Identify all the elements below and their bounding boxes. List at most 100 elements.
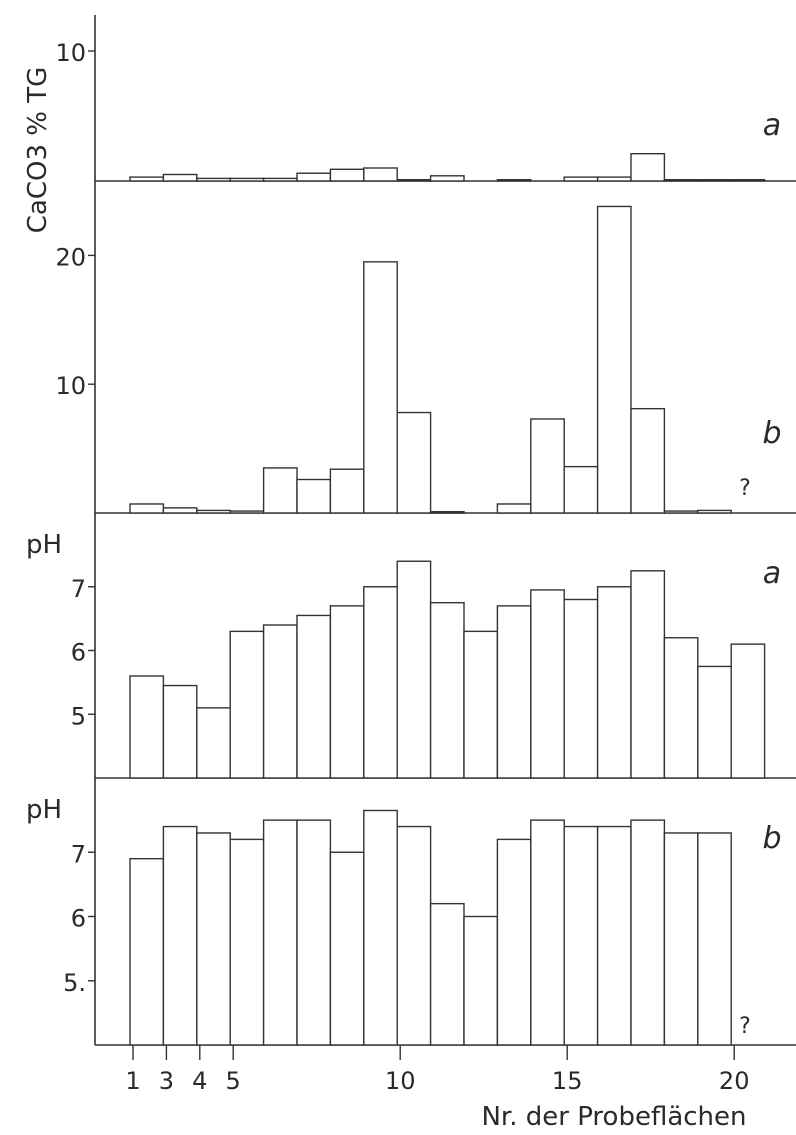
bar bbox=[296, 614, 332, 779]
x-axis-label: Nr. der Probeflächen bbox=[481, 1102, 746, 1132]
panel-3: 5 6 7 a pH bbox=[26, 513, 796, 779]
bar bbox=[596, 825, 632, 1046]
bar bbox=[129, 503, 165, 514]
bar bbox=[663, 510, 699, 514]
x-tick-label: 1 bbox=[125, 1067, 140, 1095]
y-tick-label: 10 bbox=[55, 372, 86, 400]
bar bbox=[596, 586, 632, 779]
bar bbox=[229, 177, 265, 182]
bar bbox=[296, 478, 332, 514]
x-tick-label: 5 bbox=[226, 1067, 241, 1095]
x-tick-label: 15 bbox=[552, 1067, 583, 1095]
panel-label: a bbox=[763, 556, 781, 591]
bar bbox=[496, 605, 532, 779]
bar bbox=[563, 176, 599, 182]
bar bbox=[363, 261, 398, 514]
annotation: ? bbox=[739, 1014, 751, 1039]
bar bbox=[630, 407, 666, 514]
bar bbox=[530, 418, 565, 514]
bar bbox=[697, 178, 732, 182]
bar bbox=[563, 598, 599, 779]
bar bbox=[363, 809, 398, 1046]
y-tick-label: 5 bbox=[71, 702, 86, 730]
bar bbox=[530, 819, 565, 1046]
bar bbox=[329, 468, 365, 514]
bar bbox=[396, 411, 432, 514]
bar bbox=[463, 915, 499, 1046]
y-tick-label: 7 bbox=[71, 575, 86, 603]
x-tick-label: 20 bbox=[719, 1067, 750, 1095]
bar bbox=[496, 503, 532, 514]
bar bbox=[196, 509, 231, 514]
bar bbox=[363, 586, 398, 779]
bar bbox=[697, 665, 732, 779]
bar bbox=[162, 825, 198, 1046]
bar bbox=[196, 707, 231, 779]
panel-label: b bbox=[762, 821, 781, 856]
panel-4: 5. 6 7 b? pH bbox=[26, 778, 796, 1046]
bar bbox=[229, 630, 265, 779]
panel-label: b bbox=[762, 416, 781, 451]
bar bbox=[162, 507, 198, 514]
bar bbox=[496, 178, 532, 182]
bar bbox=[630, 819, 666, 1046]
x-tick-label: 10 bbox=[385, 1067, 416, 1095]
panel-label: a bbox=[763, 108, 781, 143]
bar bbox=[396, 178, 432, 182]
bar bbox=[463, 630, 499, 779]
bar bbox=[229, 510, 265, 514]
bar bbox=[429, 601, 465, 779]
x-tick-label: 4 bbox=[192, 1067, 207, 1095]
bar bbox=[496, 838, 532, 1046]
bar bbox=[129, 176, 165, 182]
bar bbox=[563, 465, 599, 514]
bar bbox=[563, 825, 599, 1046]
annotation: ? bbox=[739, 476, 751, 501]
bar bbox=[329, 168, 365, 182]
panel-1: 10 a CaCO3 % TG bbox=[23, 15, 796, 233]
bar bbox=[196, 177, 231, 182]
bar bbox=[630, 152, 666, 182]
bar bbox=[196, 832, 231, 1046]
bar bbox=[162, 173, 198, 182]
y-tick-label: 6 bbox=[71, 905, 86, 933]
y-tick-label: 5. bbox=[63, 969, 86, 997]
bar bbox=[396, 825, 432, 1046]
y-axis-label: pH bbox=[26, 795, 62, 825]
bar bbox=[262, 467, 298, 514]
bar bbox=[162, 684, 198, 779]
bar bbox=[429, 511, 465, 514]
bar bbox=[429, 175, 465, 182]
bar bbox=[129, 675, 165, 779]
bar bbox=[296, 819, 332, 1046]
bar bbox=[596, 176, 632, 182]
bar bbox=[129, 857, 165, 1046]
bar bbox=[730, 643, 766, 779]
bar bbox=[296, 172, 332, 182]
bar bbox=[596, 205, 632, 514]
bar bbox=[262, 177, 298, 182]
bar bbox=[730, 178, 766, 182]
bar bbox=[663, 637, 699, 779]
bar bbox=[262, 819, 298, 1046]
bar bbox=[697, 509, 732, 514]
y-tick-label: 20 bbox=[55, 243, 86, 271]
bar bbox=[663, 832, 699, 1046]
y-axis-label: pH bbox=[26, 530, 62, 560]
y-tick-label: 7 bbox=[71, 840, 86, 868]
bar bbox=[697, 832, 732, 1046]
bar bbox=[630, 570, 666, 779]
bar bbox=[329, 851, 365, 1046]
bar bbox=[663, 178, 699, 182]
y-tick-label: 10 bbox=[55, 39, 86, 67]
bar bbox=[329, 605, 365, 779]
y-tick-label: 6 bbox=[71, 639, 86, 667]
bar bbox=[396, 560, 432, 779]
bar bbox=[363, 167, 398, 182]
bar bbox=[530, 589, 565, 779]
bar bbox=[262, 624, 298, 779]
y-axis-label: CaCO3 % TG bbox=[23, 67, 53, 234]
panel-2: 10 20 b? bbox=[55, 181, 796, 514]
